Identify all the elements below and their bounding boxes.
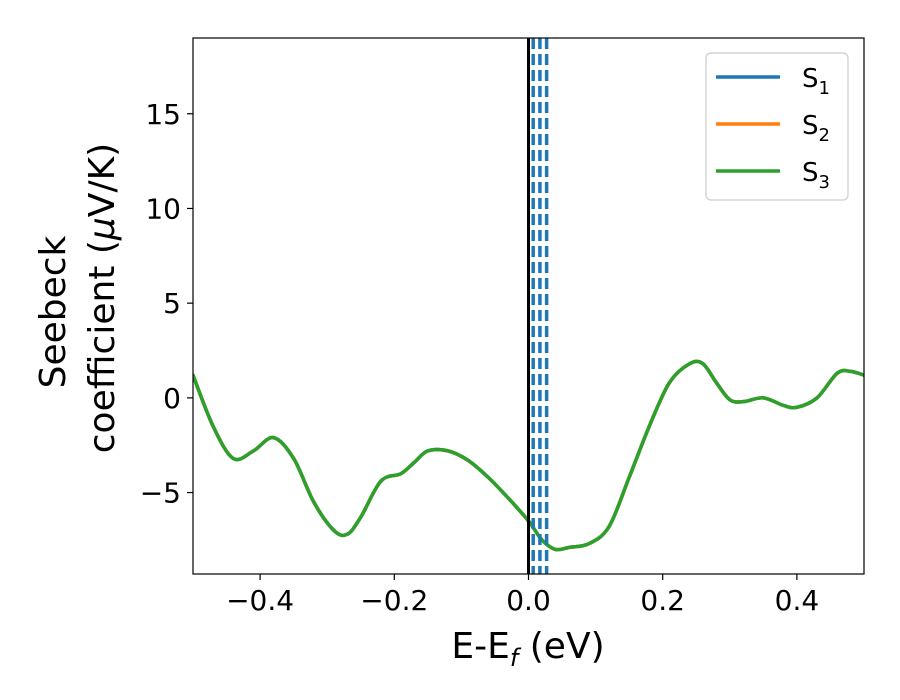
x-tick-label: 0.2 (640, 584, 685, 617)
x-tick-label: −0.4 (226, 584, 294, 617)
x-tick-label: 0.4 (775, 584, 820, 617)
legend-label-s1: S1 (802, 64, 830, 99)
y-tick-label: 5 (163, 287, 181, 320)
y-tick-label: 15 (145, 98, 181, 131)
x-tick-label: 0.0 (506, 584, 551, 617)
series-group (193, 38, 864, 574)
y-tick-label: 10 (145, 192, 181, 225)
y-axis-title-line1: Seebeck (33, 235, 74, 388)
legend: S1 S2 S3 (705, 52, 849, 201)
x-axis-title: E-Ef (eV) (451, 626, 604, 672)
legend-box (705, 52, 849, 201)
series-line-s3 (193, 359, 864, 552)
legend-label-s3: S3 (802, 158, 830, 193)
x-tick-label: −0.2 (360, 584, 428, 617)
y-axis-ticks: −5 0 5 10 15 (140, 98, 193, 510)
plot-area (192, 37, 865, 575)
y-tick-label: 0 (163, 382, 181, 415)
y-tick-label: −5 (140, 477, 181, 510)
legend-label-s2: S2 (802, 111, 830, 146)
x-axis-ticks: −0.4 −0.2 0.0 0.2 0.4 (226, 574, 819, 617)
y-axis-title-line2: coefficient (μV/K) (82, 143, 123, 453)
